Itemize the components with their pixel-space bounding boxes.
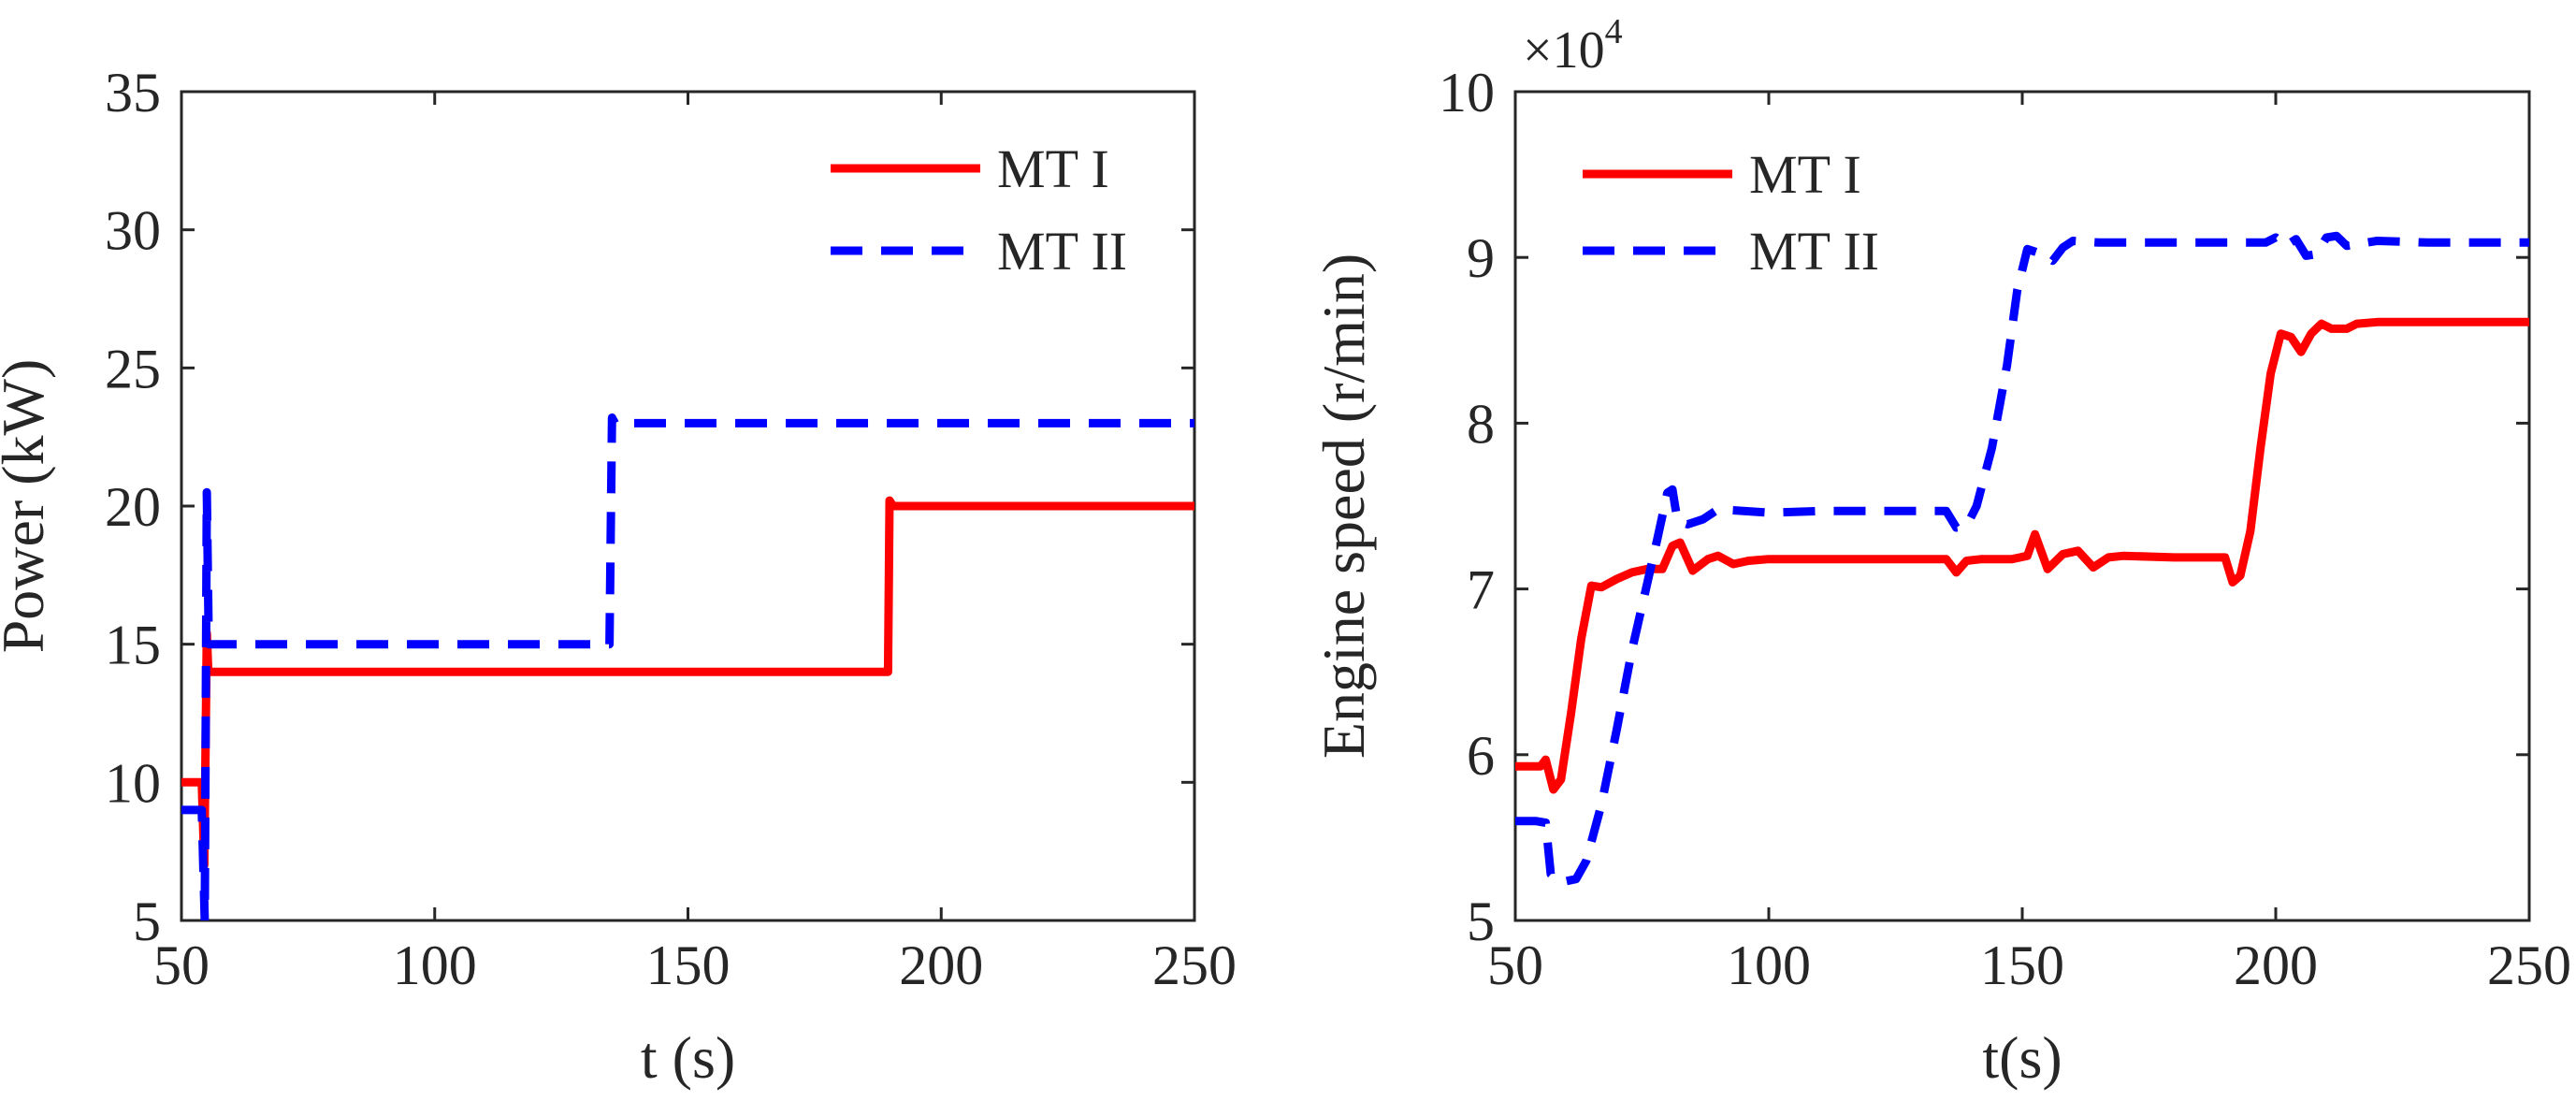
- y-tick-label: 8: [1467, 393, 1495, 455]
- y-tick-label: 7: [1467, 559, 1495, 621]
- multiplier-exponent: 4: [1605, 12, 1623, 51]
- x-tick-label: 200: [899, 934, 983, 996]
- y-tick-label: 20: [105, 476, 161, 538]
- legend-label: MT II: [997, 221, 1127, 282]
- x-tick-label: 250: [2487, 934, 2571, 996]
- x-axis-label: t (s): [641, 1024, 735, 1091]
- y-tick-label: 6: [1467, 725, 1495, 787]
- legend-label: MT I: [1749, 144, 1861, 205]
- y-axis-label: Engine speed (r/min): [1310, 254, 1377, 759]
- y-tick-label: 10: [105, 752, 161, 814]
- x-tick-label: 150: [646, 934, 731, 996]
- x-tick-label: 100: [393, 934, 477, 996]
- y-tick-label: 5: [1467, 891, 1495, 952]
- y-tick-label: 9: [1467, 227, 1495, 289]
- multiplier-base: ×10: [1523, 22, 1605, 80]
- x-tick-label: 50: [1487, 934, 1543, 996]
- y-tick-label: 35: [105, 62, 161, 123]
- y-tick-label: 25: [105, 338, 161, 399]
- power-chart: 50 100 150 200 250 5 10 15 20 25 30 35 t (s) Power (k…: [0, 62, 1237, 1091]
- x-tick-label: 100: [1727, 934, 1811, 996]
- series-line-mt-i: [1515, 317, 2529, 794]
- x-axis-label: t(s): [1982, 1024, 2062, 1091]
- series-line-mt-ii: [181, 413, 1194, 920]
- x-tick-label: 250: [1152, 934, 1237, 996]
- legend-label: MT II: [1749, 221, 1879, 282]
- x-tick-label: 50: [153, 934, 210, 996]
- y-tick-label: 30: [105, 200, 161, 262]
- series-line-mt-ii: [1515, 231, 2529, 887]
- x-tick-label: 150: [1980, 934, 2064, 996]
- y-axis-label: Power (kW): [0, 359, 56, 654]
- y-tick-label: 10: [1439, 62, 1495, 123]
- engine-speed-chart: 50 100 150 200 250 5 6 7 8 9 10 ×104 t(s) Engine spee…: [1310, 12, 2571, 1091]
- axes-box: [1513, 90, 2531, 922]
- x-tick-label: 200: [2234, 934, 2318, 996]
- y-tick-label: 15: [105, 615, 161, 676]
- y-axis-multiplier: ×104: [1523, 12, 1623, 80]
- y-tick-label: 5: [133, 891, 161, 952]
- legend-label: MT I: [997, 138, 1109, 199]
